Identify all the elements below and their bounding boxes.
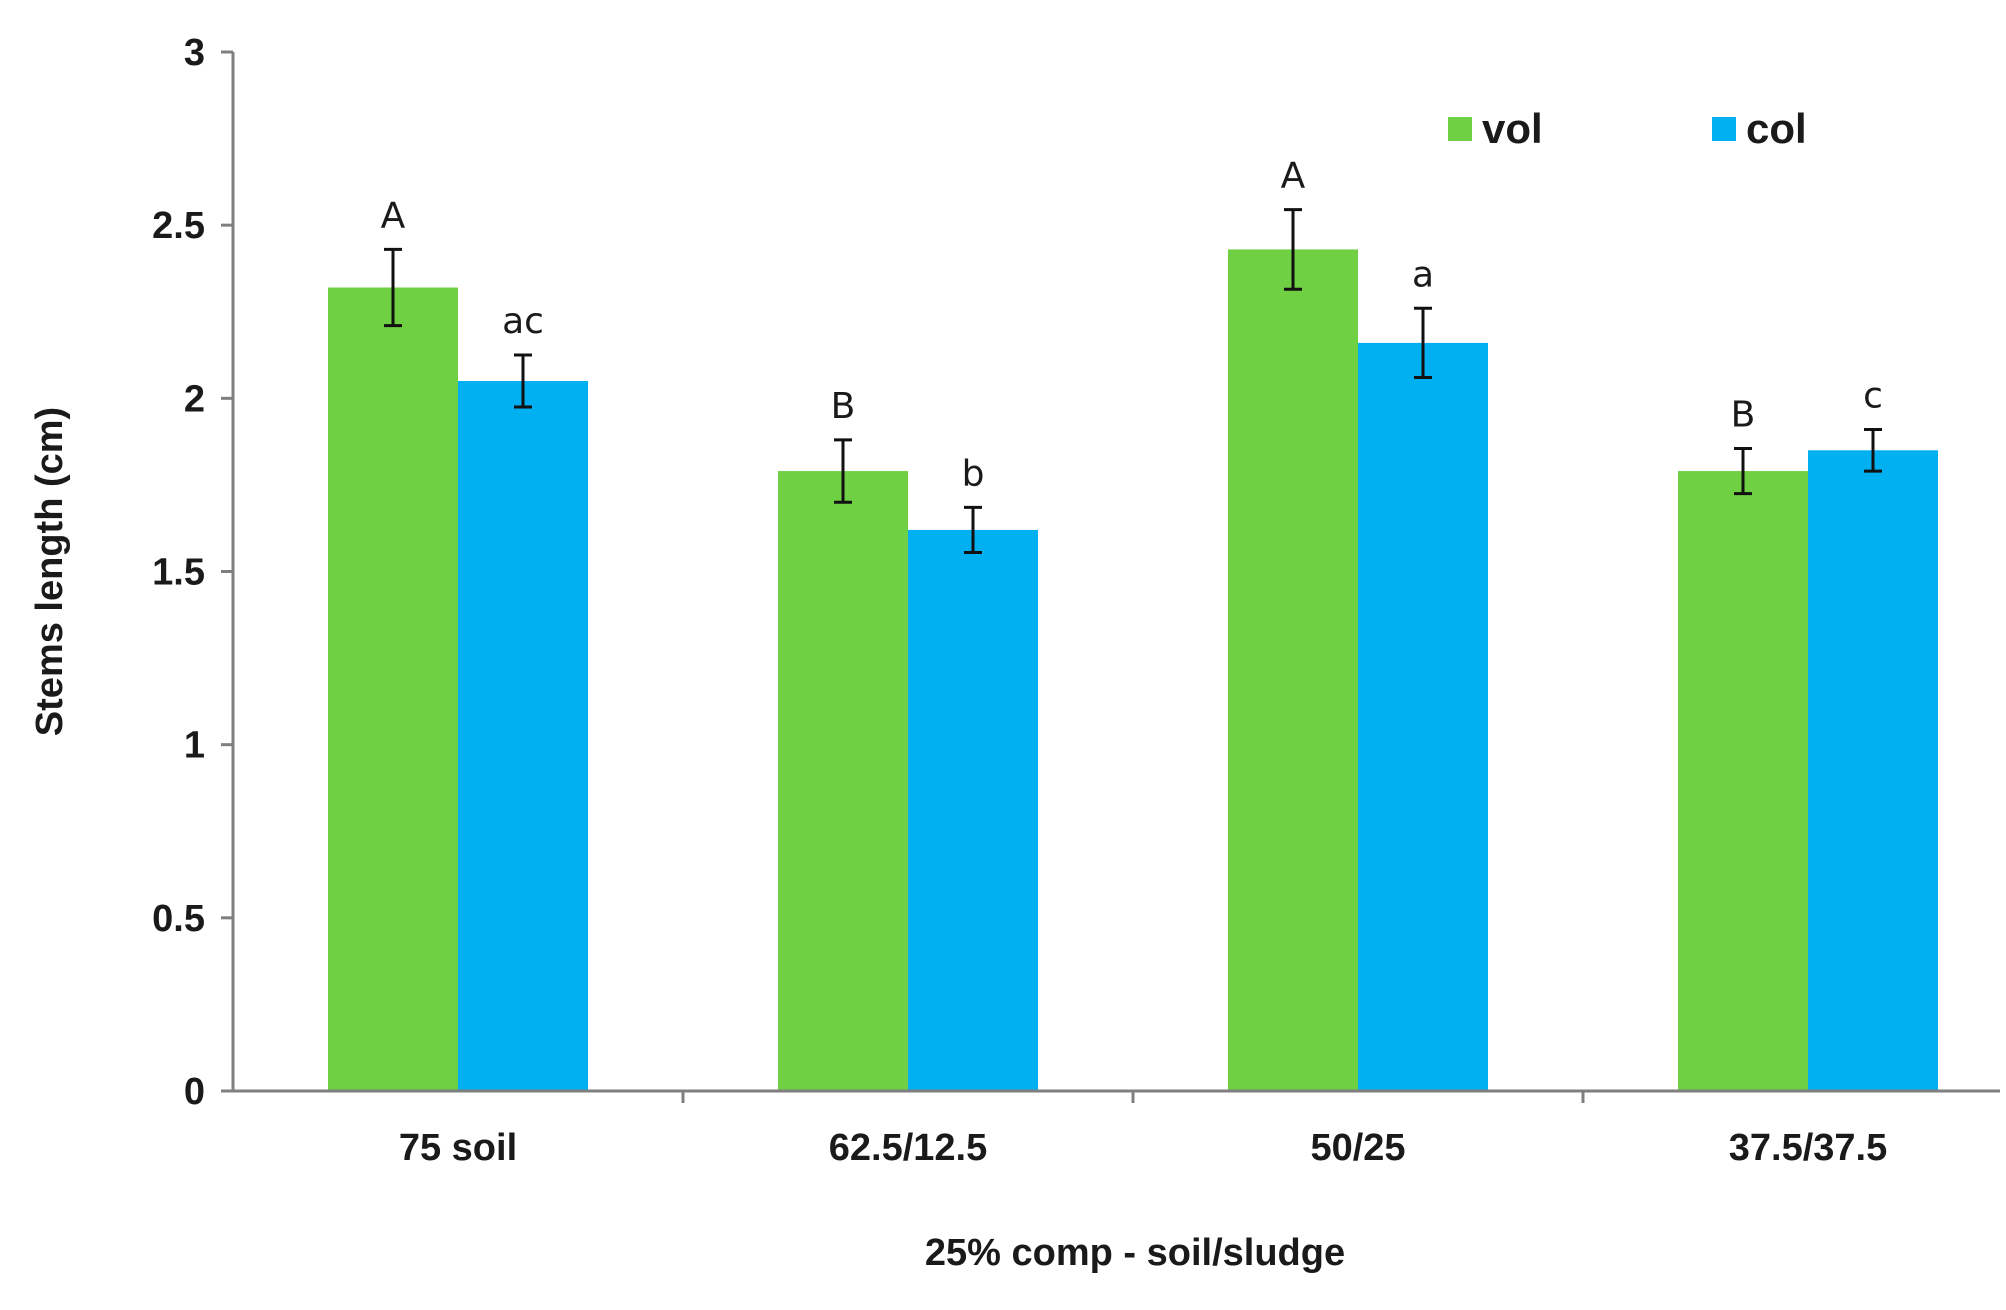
legend: vol col	[1448, 105, 1807, 152]
significance-label: ac	[502, 301, 544, 342]
significance-label: A	[1281, 156, 1306, 197]
bar-col	[458, 381, 588, 1091]
bar-vol	[1678, 471, 1808, 1091]
legend-label-vol: vol	[1482, 105, 1543, 152]
x-category-label: 37.5/37.5	[1729, 1127, 1887, 1169]
significance-label: B	[1731, 395, 1756, 436]
x-category-label: 75 soil	[399, 1127, 517, 1169]
y-axis-title: Stems length (cm)	[29, 407, 71, 736]
error-bars-layer	[384, 208, 1882, 554]
legend-swatch-col	[1712, 117, 1736, 141]
legend-label-col: col	[1746, 105, 1807, 152]
x-axis-title: 25% comp - soil/sludge	[925, 1232, 1345, 1274]
y-ticks-layer: 0 0.5 1 1.5 2 2.5 3	[152, 32, 233, 1113]
significance-label: c	[1863, 376, 1883, 417]
bar-vol	[328, 287, 458, 1091]
significance-label: a	[1412, 254, 1434, 295]
bar-col	[1358, 342, 1488, 1091]
y-tick-label: 3	[184, 32, 205, 74]
bar-vol	[778, 471, 908, 1091]
x-labels-layer: 75 soil 62.5/12.5 50/25 37.5/37.5	[399, 1091, 1887, 1169]
x-category-label: 50/25	[1310, 1127, 1405, 1169]
legend-swatch-vol	[1448, 117, 1472, 141]
y-tick-label: 1	[184, 725, 205, 767]
y-tick-label: 1.5	[152, 552, 205, 594]
bar-col	[908, 529, 1038, 1091]
significance-label: b	[962, 453, 985, 494]
y-tick-label: 0	[184, 1071, 205, 1113]
y-tick-label: 2	[184, 378, 205, 420]
x-category-label: 62.5/12.5	[829, 1127, 987, 1169]
bar-vol	[1228, 249, 1358, 1091]
significance-label: A	[381, 195, 406, 236]
bar-col	[1808, 450, 1938, 1091]
y-tick-label: 0.5	[152, 898, 205, 940]
bars-layer	[328, 249, 1938, 1091]
significance-label: B	[831, 386, 856, 427]
y-tick-label: 2.5	[152, 205, 205, 247]
